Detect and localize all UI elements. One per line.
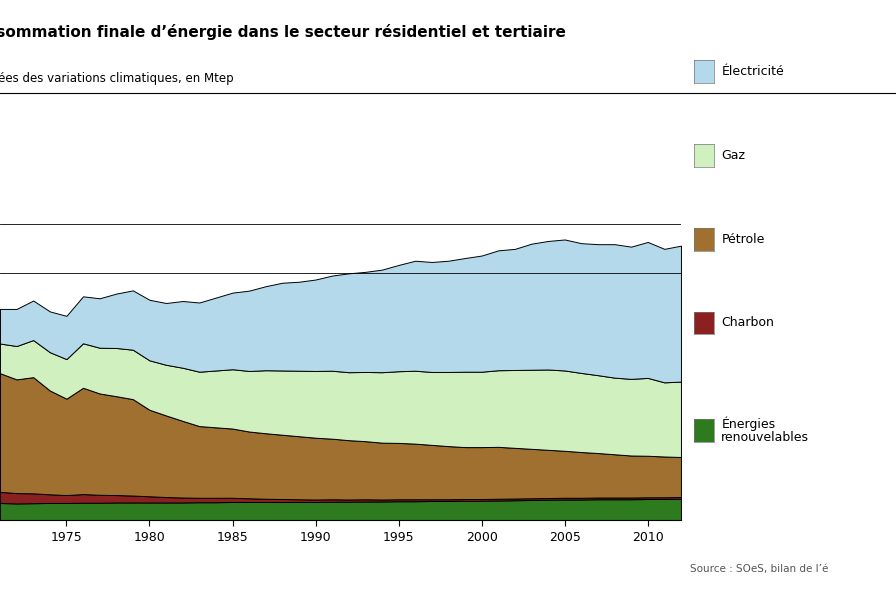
Text: Pétrole: Pétrole: [721, 233, 764, 246]
Text: renouvelables: renouvelables: [721, 431, 809, 444]
Text: Énergies: Énergies: [721, 416, 775, 431]
Text: Consommation finale d’énergie dans le secteur résidentiel et tertiaire: Consommation finale d’énergie dans le se…: [0, 24, 566, 40]
Text: Source : SOeS, bilan de l’é: Source : SOeS, bilan de l’é: [690, 564, 828, 574]
Text: Charbon: Charbon: [721, 316, 774, 329]
Text: corrigées des variations climatiques, en Mtep: corrigées des variations climatiques, en…: [0, 72, 234, 85]
Text: Électricité: Électricité: [721, 65, 784, 78]
Text: Gaz: Gaz: [721, 149, 745, 162]
